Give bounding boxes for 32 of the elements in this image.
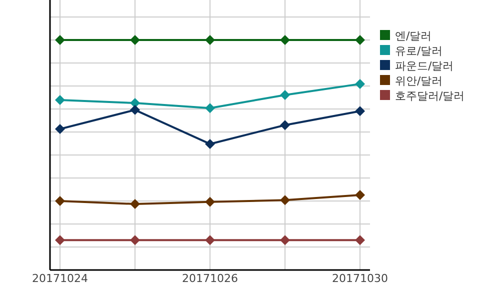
legend-label: 파운드/달러 — [395, 60, 454, 72]
legend-label: 호주달러/달러 — [395, 90, 465, 102]
point — [55, 35, 65, 46]
point — [55, 235, 65, 246]
x-tick-label: 20171030 — [332, 272, 388, 285]
point — [355, 35, 365, 46]
x-tick-label: 20171026 — [182, 272, 238, 285]
point — [130, 235, 140, 246]
point — [55, 124, 65, 134]
legend-label: 유로/달러 — [395, 44, 443, 58]
x-tick-label: 20171024 — [32, 272, 88, 285]
point — [130, 198, 140, 209]
point — [55, 95, 65, 106]
point — [280, 195, 290, 206]
point — [130, 35, 140, 46]
point — [280, 120, 290, 130]
point — [205, 235, 215, 246]
point — [130, 104, 140, 115]
point — [280, 90, 290, 100]
point — [205, 103, 215, 114]
point — [355, 190, 365, 200]
legend-label: 엔/달러 — [395, 30, 432, 42]
point — [355, 235, 365, 246]
legend-label: 위안/달러 — [395, 74, 443, 88]
point — [205, 196, 215, 207]
point — [205, 35, 215, 46]
point — [280, 35, 290, 46]
point — [55, 196, 65, 206]
point — [355, 78, 365, 89]
point — [280, 235, 290, 246]
point — [355, 106, 365, 116]
point — [205, 138, 215, 149]
